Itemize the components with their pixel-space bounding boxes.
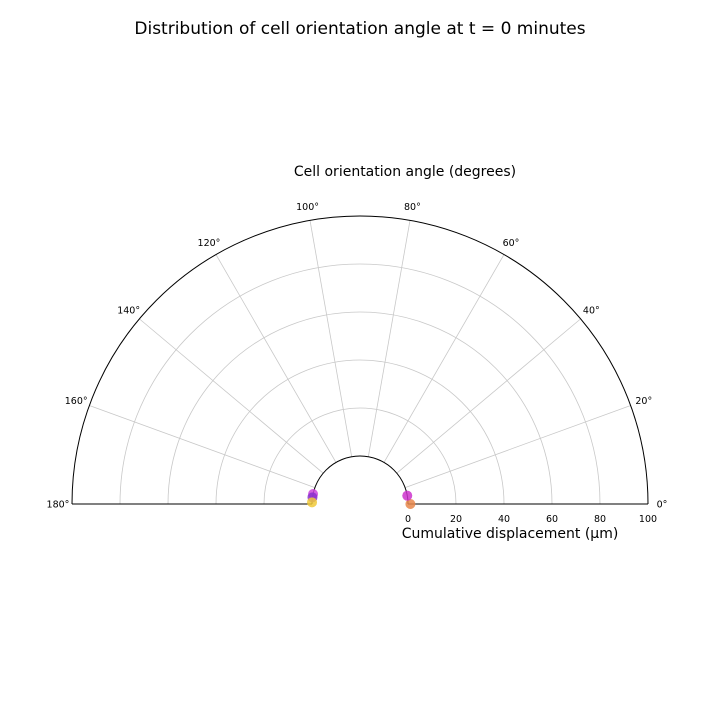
r-tick-label: 20 — [450, 514, 462, 525]
theta-tick-label: 0° — [657, 500, 668, 511]
theta-tick-label: 180° — [47, 500, 70, 511]
theta-tick-label: 80° — [404, 202, 421, 213]
theta-axis-label: Cell orientation angle (degrees) — [294, 164, 516, 180]
r-tick-label: 40 — [498, 514, 510, 525]
theta-tick-label: 160° — [65, 396, 88, 407]
r-tick-label: 80 — [594, 514, 606, 525]
grid-spoke-160 — [89, 405, 316, 488]
grid-circle-80 — [119, 263, 601, 505]
grid-spoke-60 — [383, 254, 505, 463]
grid-circle-60 — [167, 311, 553, 505]
outer-spine — [71, 215, 649, 505]
theta-tick-label: 120° — [198, 238, 221, 249]
theta-tick-label: 100° — [296, 202, 319, 213]
grid-spoke-20 — [404, 405, 631, 488]
data-point — [402, 490, 413, 501]
grid-spoke-100 — [309, 220, 353, 457]
r-tick-label: 0 — [405, 514, 411, 525]
grid-circle-20 — [263, 407, 457, 505]
r-tick-label: 100 — [639, 514, 657, 525]
r-axis-label: Cumulative displacement (μm) — [402, 526, 619, 542]
theta-tick-label: 140° — [117, 305, 140, 316]
r-tick-label: 60 — [546, 514, 558, 525]
theta-tick-label: 20° — [635, 396, 652, 407]
data-point — [405, 499, 416, 509]
theta-tick-label: 40° — [583, 305, 600, 316]
grid-spoke-120 — [215, 254, 337, 463]
theta-tick-label: 60° — [503, 238, 520, 249]
grid-spoke-80 — [367, 220, 411, 457]
grid-spoke-140 — [139, 318, 324, 474]
chart-title: Distribution of cell orientation angle a… — [134, 19, 586, 39]
inner-spine — [311, 455, 409, 505]
grid-circle-40 — [215, 359, 505, 505]
grid-spoke-40 — [396, 318, 581, 474]
data-point — [307, 497, 318, 508]
